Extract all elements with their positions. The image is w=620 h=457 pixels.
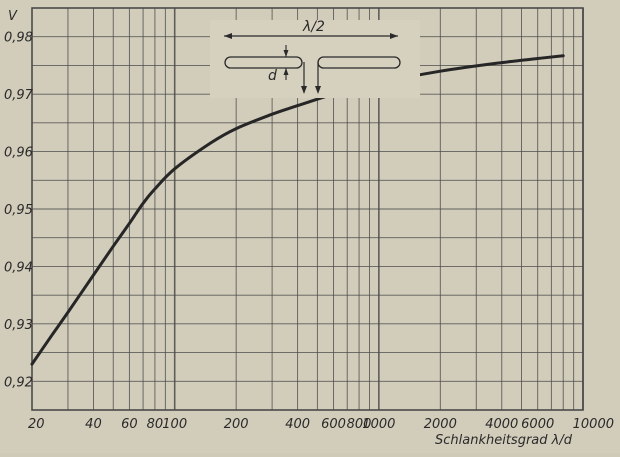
x-tick-label: 200 <box>224 417 249 432</box>
inset-background <box>210 20 420 98</box>
inset-feed-right-arrow <box>315 86 321 94</box>
y-tick-label: 0,97 <box>4 88 34 103</box>
x-tick-label: 80 <box>147 417 164 432</box>
inset-diagram: λ/2 d <box>210 19 420 98</box>
inset-arrowhead-right <box>390 33 398 39</box>
grid-layer <box>31 7 584 411</box>
x-tick-label: 400 <box>285 417 310 432</box>
x-tick-label: 600 <box>321 417 346 432</box>
x-tick-label: 6000 <box>521 417 554 432</box>
y-axis-label: V <box>8 9 18 24</box>
series-line <box>30 54 565 366</box>
x-tick-label: 40 <box>85 417 102 432</box>
y-tick-label: 0,92 <box>4 375 33 390</box>
x-tick-label: 20 <box>28 417 45 432</box>
plot-frame <box>31 7 584 411</box>
y-tick-label: 0,95 <box>4 203 33 218</box>
tick-layer: 0,92 0,93 0,94 0,95 0,96 0,97 0,98 20 40 60 80 100 2… <box>4 31 614 432</box>
x-tick-label: 60 <box>121 417 138 432</box>
series-layer <box>30 54 565 366</box>
x-tick-label: 800 <box>347 417 372 432</box>
x-tick-label: 2000 <box>424 417 457 432</box>
x-tick-label: 100 <box>162 417 187 432</box>
inset-d-label: d <box>268 68 277 84</box>
inset-feed-left-arrow <box>301 86 307 94</box>
x-axis-label: Schlankheitsgrad λ/d <box>435 433 573 448</box>
inset-d-arrow-bottom <box>283 68 289 75</box>
x-tick-label: 1000 <box>362 417 395 432</box>
y-tick-label: 0,94 <box>4 260 33 275</box>
inset-d-arrow-top <box>283 50 289 57</box>
x-tick-label: 4000 <box>485 417 518 432</box>
axis-layer: V Schlankheitsgrad λ/d <box>8 9 573 448</box>
inset-lambda-label: λ/2 <box>302 19 325 35</box>
y-tick-label: 0,96 <box>4 146 33 161</box>
inset-arrowhead-left <box>224 33 232 39</box>
inset-rod-left <box>224 56 303 69</box>
y-tick-label: 0,98 <box>4 31 33 46</box>
x-tick-label: 10000 <box>573 417 614 432</box>
y-tick-label: 0,93 <box>4 318 33 333</box>
